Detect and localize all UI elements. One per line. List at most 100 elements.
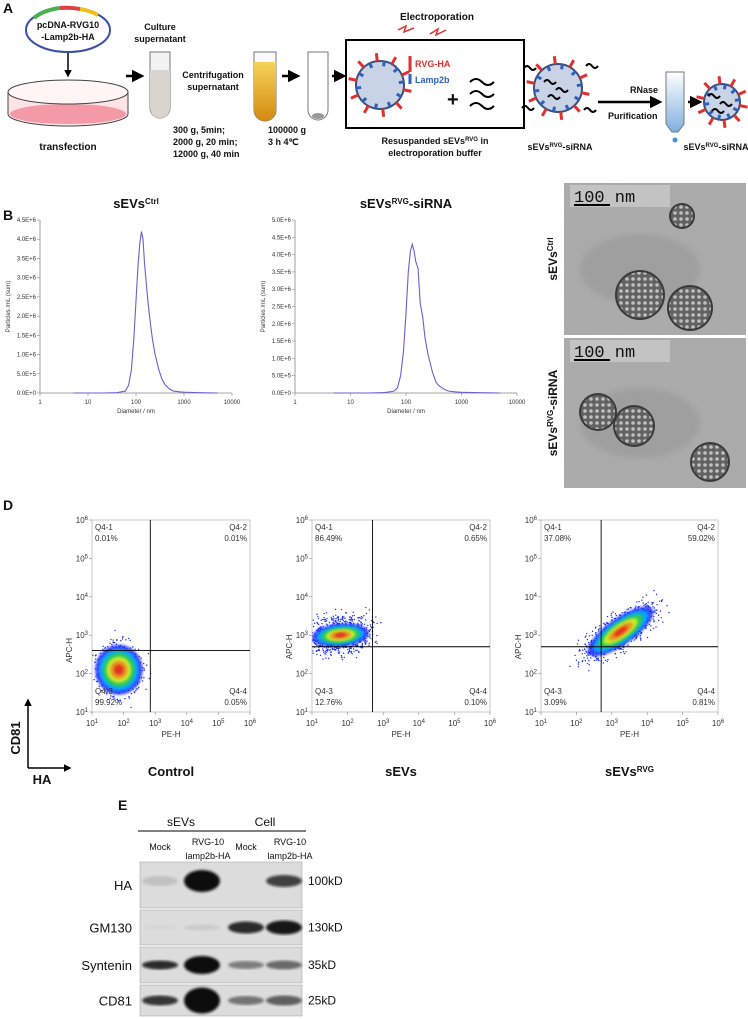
quadrant-name: Q4-3	[315, 687, 333, 696]
event-dot	[584, 652, 586, 655]
event-dot	[310, 627, 311, 628]
tick-base: 10	[86, 719, 95, 728]
event-dot	[646, 604, 648, 607]
tick-base: 10	[712, 719, 721, 728]
image-label-part: -siRNA	[546, 369, 560, 409]
panel-letter: A	[3, 0, 13, 16]
event-dot	[627, 644, 629, 646]
event-dot	[588, 659, 590, 662]
event-dot	[94, 655, 97, 657]
event-dot	[333, 621, 335, 623]
event-dot	[364, 643, 367, 645]
event-dot	[138, 686, 140, 689]
event-dot	[604, 659, 607, 662]
vesicle-image	[692, 444, 728, 480]
event-dot	[344, 621, 346, 623]
event-dot	[337, 649, 339, 652]
size-label: 130kD	[308, 921, 343, 935]
event-dot	[660, 600, 663, 603]
event-dot	[598, 628, 600, 631]
step-label: transfection	[39, 142, 96, 153]
event-dot	[343, 656, 345, 659]
tick-exp: 6	[493, 719, 497, 725]
y-tick-label: 3.0E+6	[272, 287, 292, 293]
y-tick-label: 5.0E+6	[272, 218, 292, 224]
event-dot	[124, 697, 126, 700]
rvg-spike	[739, 104, 748, 109]
event-dot	[102, 645, 104, 648]
tick-base: 10	[676, 719, 685, 728]
lamp-spike	[560, 64, 564, 70]
x-tick-label: 1	[38, 400, 42, 406]
rvg-spike	[733, 114, 741, 123]
event-dot	[645, 627, 647, 630]
rvg-spike	[729, 78, 737, 88]
lamp-spike	[732, 106, 739, 112]
lamp-spike	[374, 103, 378, 109]
event-dot	[569, 665, 571, 668]
event-dot	[369, 637, 371, 639]
event-dot	[339, 620, 341, 623]
event-dot	[315, 650, 318, 652]
caption: Resuspanded sEVsRVG in	[382, 136, 489, 146]
event-dot	[120, 639, 122, 642]
event-dot	[318, 649, 321, 652]
event-dot	[619, 614, 622, 616]
event-dot	[344, 617, 346, 620]
event-dot	[112, 639, 114, 641]
step-label: Centrifugation	[182, 70, 244, 80]
event-dot	[647, 601, 649, 604]
event-dot	[325, 623, 328, 625]
tick-base: 10	[341, 719, 350, 728]
plot-title-part: sEVs	[605, 764, 637, 779]
event-dot	[650, 625, 652, 627]
tick-label: 101	[535, 719, 548, 728]
x-tick-label: 10000	[224, 400, 241, 406]
quadrant-name: Q4-3	[95, 687, 113, 696]
event-dot	[621, 611, 623, 614]
event-dot	[603, 623, 606, 625]
event-dot	[577, 639, 580, 641]
lamp-spike	[368, 62, 374, 69]
event-dot	[110, 695, 112, 697]
x-tick-label: 10000	[509, 400, 526, 406]
tick-label: 104	[525, 593, 538, 602]
event-dot	[306, 640, 307, 641]
event-dot	[325, 657, 327, 659]
lamp-spike	[361, 96, 368, 103]
tick-base: 10	[181, 719, 190, 728]
event-dot	[360, 618, 362, 620]
event-dot	[94, 658, 97, 660]
event-dot	[353, 650, 355, 653]
event-dot	[109, 642, 111, 644]
event-dot	[640, 638, 642, 640]
event-dot	[323, 618, 326, 621]
text-part: in	[478, 136, 489, 146]
event-dot	[336, 647, 338, 650]
lamp-spike	[564, 104, 570, 111]
tick-label: 102	[341, 719, 354, 728]
lamp-spike	[726, 113, 732, 119]
event-dot	[635, 637, 638, 639]
lamp-spike	[576, 83, 582, 88]
plot-title-part: Control	[148, 764, 194, 779]
event-dot	[365, 606, 367, 609]
rvg-spike	[381, 108, 386, 117]
event-dot	[94, 661, 96, 664]
event-dot	[318, 627, 321, 629]
event-dot	[147, 652, 150, 655]
lamp-spike	[358, 72, 365, 78]
event-dot	[304, 649, 305, 650]
event-dot	[653, 620, 655, 622]
event-dot	[644, 603, 647, 606]
vesicle-image	[671, 205, 693, 227]
tick-exp: 3	[534, 631, 538, 637]
event-dot	[653, 610, 656, 612]
sirna	[555, 87, 569, 93]
size-label: 35kD	[308, 958, 336, 972]
event-dot	[655, 626, 657, 628]
tick-exp: 4	[534, 593, 538, 599]
tick-base: 10	[525, 593, 534, 602]
y-axis-label: APC-H	[65, 638, 74, 663]
